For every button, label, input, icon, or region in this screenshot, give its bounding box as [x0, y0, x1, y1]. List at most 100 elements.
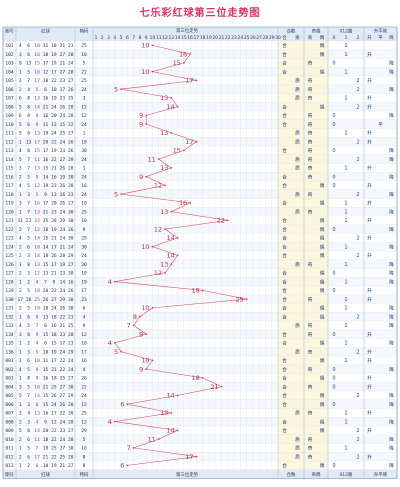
marker-direction: 升 — [367, 130, 372, 137]
row-ball: 21 — [43, 104, 49, 110]
row-ball: 4 — [19, 323, 22, 329]
marker-route: 1 — [344, 131, 347, 137]
trend-value-label: 25 — [235, 295, 243, 303]
trend-value-label: 4 — [108, 278, 112, 286]
marker-route: 1 — [344, 446, 347, 452]
row-special: 30 — [81, 244, 87, 250]
marker-route: 0 — [332, 271, 335, 277]
row-ball: 3 — [19, 384, 22, 390]
marker-direction: 升 — [367, 410, 372, 417]
trend-segment — [152, 237, 178, 247]
trend-segment — [133, 316, 141, 326]
row-ball: 1 — [19, 376, 22, 382]
row-special: 18 — [81, 139, 87, 145]
row-special: 24 — [81, 122, 87, 128]
marker-composite: 合 — [282, 462, 287, 469]
row-ball: 1 — [19, 279, 22, 285]
trend-segment — [145, 360, 153, 370]
row-special: 10 — [81, 201, 87, 207]
row-ball: 25 — [60, 376, 66, 382]
row-ball: 7 — [27, 157, 30, 163]
marker-parity: 奇 — [308, 348, 313, 355]
row-ball: 17 — [34, 454, 40, 460]
marker-composite: 合 — [282, 296, 287, 303]
marker-direction: 降 — [389, 226, 394, 233]
row-special: 30 — [81, 262, 87, 268]
marker-direction: 降 — [389, 322, 394, 329]
row-ball: 5 — [36, 349, 39, 355]
row-ball: 9 — [36, 332, 39, 338]
marker-route: 2 — [356, 192, 359, 198]
marker-route: 1 — [344, 411, 347, 417]
row-ball: 28 — [68, 183, 74, 189]
row-ball: 28 — [68, 332, 74, 338]
row-ball: 15 — [51, 341, 57, 347]
row-ball: 27 — [68, 201, 74, 207]
row-issue: 129 — [5, 288, 14, 294]
row-ball: 17 — [17, 297, 23, 303]
row-ball: 4 — [19, 183, 22, 189]
row-ball: 6 — [36, 402, 39, 408]
marker-parity: 偶 — [320, 270, 325, 277]
trend-line-layer — [114, 45, 247, 466]
marker-composite: 合 — [282, 200, 287, 207]
x-tick-label: 10 — [150, 35, 156, 41]
trend-segment — [171, 97, 178, 107]
row-ball: 25 — [60, 131, 66, 137]
x-tick-label: 6 — [126, 35, 129, 41]
table-rows: 101 4 6 10 11 18 21 23 25 合偶 1102 3 6 16 18 19 27 28 10 合偶 1… — [5, 42, 394, 469]
trend-value-label: 9 — [139, 112, 143, 120]
row-special: 22 — [81, 384, 87, 390]
row-ball: 1 — [19, 314, 22, 320]
row-ball: 24 — [68, 358, 74, 364]
row-ball: 5 — [19, 104, 22, 110]
row-ball: 13 — [34, 411, 40, 417]
row-issue: 102 — [5, 52, 14, 58]
row-ball: 23 — [60, 148, 66, 154]
row-ball: 26 — [68, 227, 74, 233]
row-ball: 30 — [68, 411, 74, 417]
row-ball: 25 — [51, 446, 57, 452]
trend-point — [170, 131, 173, 134]
trend-value-label: 13 — [160, 94, 168, 102]
trend-point — [126, 464, 129, 467]
marker-parity: 奇 — [308, 77, 313, 84]
trend-point — [164, 184, 166, 187]
row-ball: 6 — [27, 244, 30, 250]
row-ball: 4 — [36, 279, 39, 285]
trend-segment — [121, 80, 197, 90]
row-ball: 28 — [60, 253, 66, 259]
row-special: 3 — [83, 96, 86, 102]
row-special: 1 — [83, 166, 86, 172]
marker-parity: 奇 — [308, 130, 313, 137]
marker-direction: 升 — [367, 348, 372, 355]
row-stripe — [3, 294, 397, 304]
row-ball: 22 — [68, 122, 74, 128]
trend-point — [157, 438, 160, 441]
row-ball: 2 — [27, 341, 30, 347]
header-parity: 奇偶 — [312, 28, 321, 35]
row-ball: 3 — [27, 192, 30, 198]
trend-point — [126, 403, 129, 406]
trend-point — [151, 70, 154, 73]
marker-route: 0 — [332, 174, 335, 180]
row-special: 16 — [81, 358, 87, 364]
row-ball: 18 — [43, 349, 49, 355]
trend-segment — [114, 272, 166, 282]
trend-point — [201, 376, 204, 379]
marker-composite: 质 — [295, 208, 300, 215]
row-ball: 19 — [51, 227, 57, 233]
marker-direction: 升 — [367, 235, 372, 242]
marker-composite: 合 — [282, 121, 287, 128]
row-ball: 19 — [51, 349, 57, 355]
row-special: 10 — [81, 218, 87, 224]
x-tick-label: 8 — [139, 35, 142, 41]
x-tick-label: 24 — [238, 35, 244, 41]
row-ball: 5 — [27, 446, 30, 452]
row-ball: 15 — [34, 61, 40, 67]
row-ball: 17 — [51, 411, 57, 417]
row-ball: 23 — [68, 314, 74, 320]
row-issue: 114 — [5, 157, 14, 163]
row-ball: 17 — [51, 244, 57, 250]
row-stripe — [3, 49, 397, 59]
